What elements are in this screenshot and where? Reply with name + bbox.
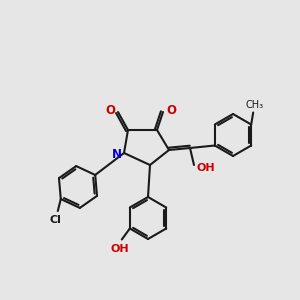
Text: O: O [166,103,176,116]
Text: OH: OH [110,244,129,254]
Text: Cl: Cl [50,215,62,225]
Text: N: N [112,148,122,161]
Text: CH₃: CH₃ [245,100,263,110]
Text: OH: OH [197,163,215,173]
Text: O: O [105,103,115,116]
